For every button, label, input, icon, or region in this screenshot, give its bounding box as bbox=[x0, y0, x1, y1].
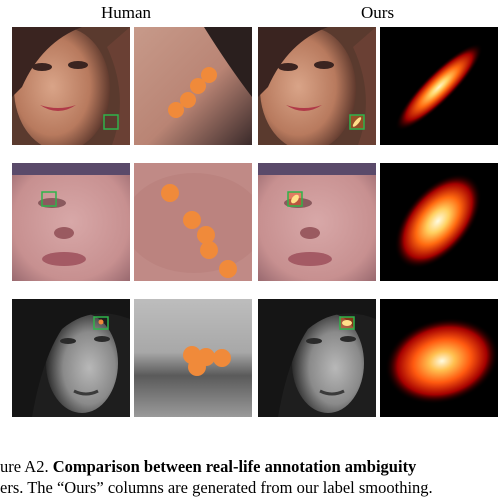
row3-ours-face-image bbox=[258, 299, 376, 417]
row3-human-face-image bbox=[12, 299, 130, 417]
figure-caption-line-2: ers. The “Ours” columns are generated fr… bbox=[0, 478, 433, 497]
row2-ours-heatmap bbox=[380, 163, 498, 281]
row1-ours-face-image bbox=[258, 27, 376, 145]
ours-column-header: Ours bbox=[361, 3, 395, 22]
row2-ours-face-image bbox=[258, 163, 376, 281]
row3-human-zoom-with-annotations bbox=[134, 299, 252, 417]
row2-human-zoom-with-annotations bbox=[134, 163, 252, 281]
row1-human-zoom-with-annotations bbox=[134, 27, 252, 145]
human-column-header: Human bbox=[101, 3, 152, 22]
row1-human-face-image bbox=[12, 27, 130, 145]
row3-ours-heatmap bbox=[380, 299, 498, 417]
figure-caption-line-1: ure A2. Comparison between real-life ann… bbox=[0, 457, 416, 477]
figure-caption-label: ure A2. bbox=[0, 457, 49, 476]
row1-ours-heatmap bbox=[380, 27, 498, 145]
row2-human-face-image bbox=[12, 163, 130, 281]
figure-caption-title: Comparison between real-life annotation … bbox=[52, 457, 417, 476]
